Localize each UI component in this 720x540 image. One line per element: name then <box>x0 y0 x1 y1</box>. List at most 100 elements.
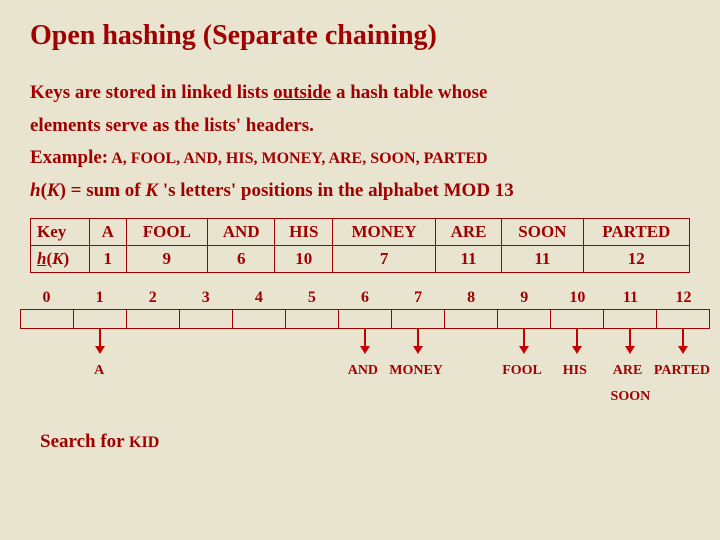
chain-label <box>231 363 284 379</box>
hash-fn-k1: K <box>47 180 60 201</box>
arrow-cell <box>179 329 232 361</box>
bucket-cell <box>127 309 180 329</box>
bucket-cell <box>339 309 392 329</box>
bucket-row <box>20 309 710 329</box>
chain-label <box>73 389 126 405</box>
bucket-cell <box>657 309 710 329</box>
example-prefix: Example: <box>30 147 108 168</box>
index-cell: 8 <box>445 289 498 307</box>
chain-label <box>392 389 445 405</box>
arrow-cell <box>604 329 657 361</box>
cell: AND <box>208 219 275 246</box>
chain-label <box>126 389 179 405</box>
cell: A <box>89 219 126 246</box>
label-row-2: SOON <box>20 389 710 405</box>
chain-label <box>20 363 73 379</box>
search-text: Search for <box>40 431 129 452</box>
index-cell: 1 <box>73 289 126 307</box>
chain-label: A <box>73 363 126 379</box>
hash-fn-tail: 's letters' positions in the alphabet MO… <box>158 180 514 201</box>
example-line: Example: A, FOOL, AND, HIS, MONEY, ARE, … <box>30 145 690 172</box>
chain-label <box>657 389 710 405</box>
arrow-cell <box>73 329 126 361</box>
down-arrow-icon <box>99 329 101 351</box>
chain-label: AND <box>337 363 390 379</box>
cell: 11 <box>435 246 501 273</box>
arrow-cell <box>657 329 710 361</box>
index-cell: 6 <box>338 289 391 307</box>
bucket-cell <box>180 309 233 329</box>
index-cell: 9 <box>498 289 551 307</box>
down-arrow-icon <box>682 329 684 351</box>
bucket-index-row: 0123456789101112 <box>20 289 710 307</box>
bucket-cell <box>445 309 498 329</box>
down-arrow-icon <box>576 329 578 351</box>
hash-fn-k2: K <box>145 180 158 201</box>
cell: 7 <box>333 246 436 273</box>
chain-label <box>498 389 551 405</box>
chain-label <box>178 363 231 379</box>
chain-label <box>338 389 391 405</box>
chain-label: ARE <box>601 363 654 379</box>
index-cell: 11 <box>604 289 657 307</box>
chain-label: HIS <box>548 363 601 379</box>
chain-label <box>179 389 232 405</box>
cell: PARTED <box>583 219 689 246</box>
chain-label <box>20 389 73 405</box>
cell: FOOL <box>126 219 207 246</box>
desc-text-a: Keys are stored in linked lists <box>30 82 273 103</box>
slide-title: Open hashing (Separate chaining) <box>30 20 690 52</box>
cell: 11 <box>502 246 584 273</box>
search-line: Search for KID <box>40 431 690 453</box>
cell: ARE <box>435 219 501 246</box>
description-line-2: elements serve as the lists' headers. <box>30 113 690 140</box>
index-cell: 5 <box>285 289 338 307</box>
cell: 6 <box>208 246 275 273</box>
bucket-cell <box>20 309 74 329</box>
chain-label: PARTED <box>654 363 710 379</box>
down-arrow-icon <box>523 329 525 351</box>
cell: HIS <box>275 219 333 246</box>
index-cell: 7 <box>392 289 445 307</box>
index-cell: 0 <box>20 289 73 307</box>
table-row-hashes: h(K) 1 9 6 10 7 11 11 12 <box>31 246 690 273</box>
chain-label <box>551 389 604 405</box>
arrow-cell <box>285 329 338 361</box>
chain-label <box>126 363 179 379</box>
bucket-cell <box>74 309 127 329</box>
arrow-cell <box>498 329 551 361</box>
down-arrow-icon <box>364 329 366 351</box>
chain-label <box>232 389 285 405</box>
down-arrow-icon <box>417 329 419 351</box>
arrow-cell <box>232 329 285 361</box>
index-cell: 12 <box>657 289 710 307</box>
index-cell: 10 <box>551 289 604 307</box>
arrow-cell <box>338 329 391 361</box>
index-cell: 3 <box>179 289 232 307</box>
cell: 12 <box>583 246 689 273</box>
index-cell: 4 <box>232 289 285 307</box>
hash-fn-rhs: = sum of <box>66 180 145 201</box>
label-row-1: AANDMONEYFOOLHISAREPARTED <box>20 363 710 379</box>
chain-label <box>445 389 498 405</box>
description-line-1: Keys are stored in linked lists outside … <box>30 80 690 107</box>
hash-fn-h: h <box>30 180 41 201</box>
bucket-cell <box>604 309 657 329</box>
chain-label <box>285 389 338 405</box>
index-cell: 2 <box>126 289 179 307</box>
row1-head: Key <box>31 219 90 246</box>
chain-label: SOON <box>604 389 657 405</box>
example-keys: A, FOOL, AND, HIS, MONEY, ARE, SOON, PAR… <box>108 150 488 167</box>
key-hash-table: Key A FOOL AND HIS MONEY ARE SOON PARTED… <box>30 218 690 273</box>
search-key: KID <box>129 434 159 451</box>
arrow-row <box>20 329 710 361</box>
cell: 10 <box>275 246 333 273</box>
cell: MONEY <box>333 219 436 246</box>
chain-label: FOOL <box>496 363 549 379</box>
row2-head: h(K) <box>31 246 90 273</box>
bucket-cell <box>233 309 286 329</box>
table-row-keys: Key A FOOL AND HIS MONEY ARE SOON PARTED <box>31 219 690 246</box>
arrow-cell <box>445 329 498 361</box>
chain-label <box>284 363 337 379</box>
desc-underlined: outside <box>273 82 331 103</box>
